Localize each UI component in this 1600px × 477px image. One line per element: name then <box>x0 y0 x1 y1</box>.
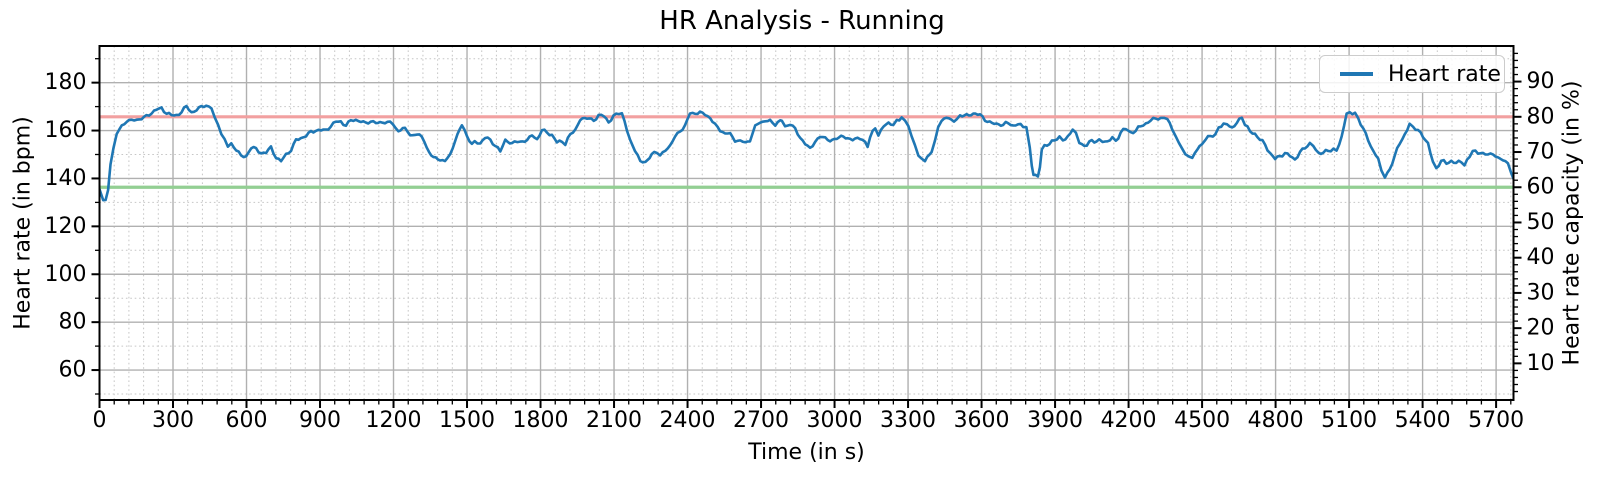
x-tick-label: 3000 <box>807 408 863 433</box>
x-axis-label: Time (in s) <box>748 440 865 465</box>
y-left-tick-label: 160 <box>45 118 87 143</box>
x-tick-label: 2700 <box>733 408 789 433</box>
y-left-tick-label: 120 <box>45 214 87 239</box>
y-left-tick-label: 80 <box>59 310 87 335</box>
y-right-tick-label: 70 <box>1527 140 1555 165</box>
y-right-tick-label: 50 <box>1527 210 1555 235</box>
axes-spines <box>98 45 1515 401</box>
y-left-tick-label: 180 <box>45 70 87 95</box>
x-tick-label: 2100 <box>586 408 642 433</box>
y-right-tick-label: 60 <box>1527 175 1555 200</box>
x-tick-label: 3300 <box>880 408 936 433</box>
y-right-tick-label: 90 <box>1527 69 1555 94</box>
y-right-tick-label: 10 <box>1527 351 1555 376</box>
y-right-tick-label: 30 <box>1527 280 1555 305</box>
legend-line-sample <box>1340 72 1373 76</box>
x-tick-label: 900 <box>299 408 341 433</box>
x-tick-label: 4500 <box>1174 408 1230 433</box>
x-tick-label: 1500 <box>439 408 495 433</box>
chart-title: HR Analysis - Running <box>659 6 945 36</box>
x-tick-label: 0 <box>93 408 107 433</box>
y-axis-label-left: Heart rate (in bpm) <box>10 116 36 330</box>
y-left-tick-label: 140 <box>45 166 87 191</box>
x-tick-label: 1800 <box>513 408 569 433</box>
x-tick-label: 1200 <box>366 408 422 433</box>
y-right-tick-label: 80 <box>1527 104 1555 129</box>
y-axis-label-right: Heart rate capacity (in %) <box>1559 80 1585 366</box>
legend-label: Heart rate <box>1388 61 1501 87</box>
legend: Heart rate <box>1319 55 1505 93</box>
heart-rate-line <box>99 104 1514 202</box>
y-right-tick-label: 40 <box>1527 245 1555 270</box>
x-tick-label: 5100 <box>1321 408 1377 433</box>
y-right-tick-label: 20 <box>1527 316 1555 341</box>
y-left-tick-label: 60 <box>59 358 87 383</box>
y-left-tick-label: 100 <box>45 262 87 287</box>
x-tick-label: 5400 <box>1395 408 1451 433</box>
x-tick-label: 3600 <box>954 408 1010 433</box>
x-tick-label: 300 <box>152 408 194 433</box>
x-tick-label: 2400 <box>660 408 716 433</box>
x-tick-label: 5700 <box>1468 408 1524 433</box>
x-tick-label: 4800 <box>1248 408 1304 433</box>
x-tick-label: 4200 <box>1101 408 1157 433</box>
x-tick-label: 600 <box>226 408 268 433</box>
x-tick-label: 3900 <box>1027 408 1083 433</box>
